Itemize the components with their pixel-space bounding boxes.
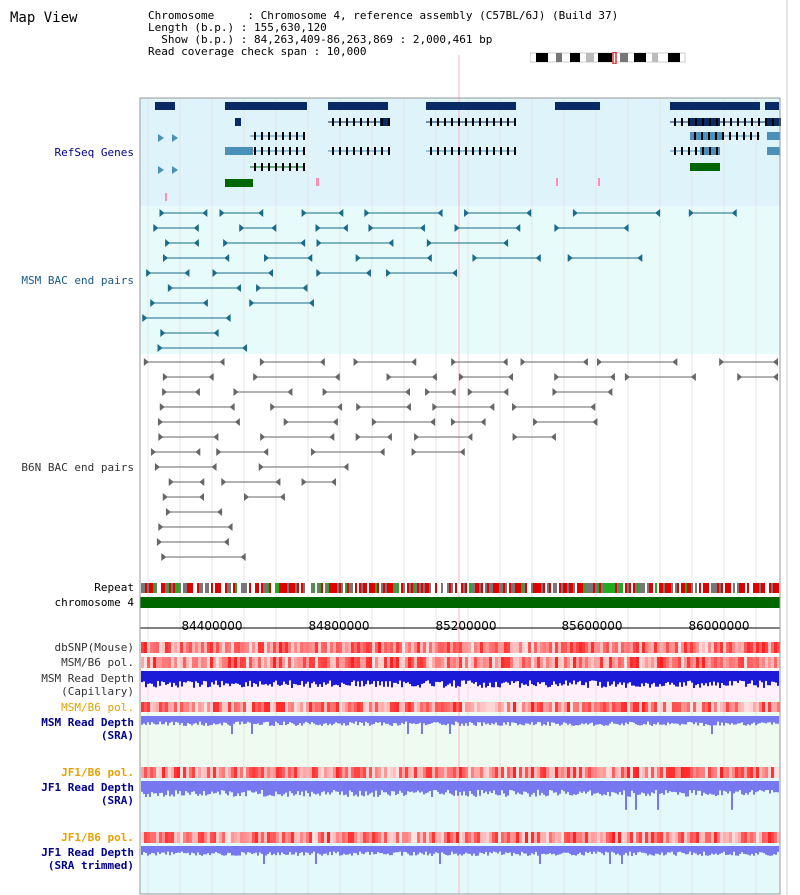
info-show-range: Show (b.p.) : 84,263,409-86,263,869 : 2,… [148, 33, 493, 46]
info-coverage-span: Read coverage check span : 10,000 [148, 45, 367, 58]
label-b6n-bac[interactable]: B6N BAC end pairs [21, 461, 134, 474]
refseq-track[interactable] [155, 102, 781, 201]
label-msm-b6-pol: MSM/B6 pol. [61, 656, 134, 669]
tick-label: 84800000 [308, 619, 369, 633]
label-msm-depth-sra-1: MSM Read Depth [41, 716, 134, 729]
label-jf1-depth-trim-2: (SRA trimmed) [48, 859, 134, 872]
tick-label: 85600000 [561, 619, 622, 633]
label-msm-bac[interactable]: MSM BAC end pairs [21, 274, 134, 287]
tick-label: 86000000 [688, 619, 749, 633]
page-title: Map View [10, 10, 78, 26]
label-msm-b6-pol-2: MSM/B6 pol. [61, 701, 134, 714]
info-length: Length (b.p.) : 155,630,120 [148, 21, 327, 34]
label-msm-depth-cap-1: MSM Read Depth [41, 672, 134, 685]
info-chromosome: Chromosome : Chromosome 4, reference ass… [148, 9, 619, 22]
label-chromosome: chromosome 4 [55, 596, 135, 609]
label-refseq-genes[interactable]: RefSeq Genes [55, 146, 134, 159]
heatmap-tracks [141, 642, 780, 843]
repeat-track [141, 583, 779, 593]
msm-bac-track-bg [140, 206, 780, 354]
label-jf1-depth-sra-2: (SRA) [101, 794, 134, 807]
chromosome-bar [140, 597, 780, 608]
tick-label: 84400000 [181, 619, 242, 633]
b6n-bac-track[interactable] [143, 358, 778, 561]
label-jf1-depth-trim-1: JF1 Read Depth [41, 846, 134, 859]
msm-bac-track[interactable] [142, 209, 737, 352]
chromosome-info: Chromosome : Chromosome 4, reference ass… [148, 10, 618, 58]
label-msm-depth-cap-2: (Capillary) [61, 685, 134, 698]
read-depth-tracks [141, 671, 779, 864]
gridlines [147, 98, 757, 894]
label-jf1-depth-sra-1: JF1 Read Depth [41, 781, 134, 794]
tick-label: 85200000 [435, 619, 496, 633]
label-msm-depth-sra-2: (SRA) [101, 729, 134, 742]
chromosome-ideogram[interactable] [530, 52, 690, 64]
label-jf1-b6-pol: JF1/B6 pol. [61, 766, 134, 779]
label-repeat: Repeat [94, 581, 134, 594]
label-jf1-b6-pol-2: JF1/B6 pol. [61, 831, 134, 844]
viewer-frame [139, 97, 781, 895]
label-dbsnp: dbSNP(Mouse) [55, 641, 134, 654]
position-axis: 84400000 84800000 85200000 85600000 8600… [140, 619, 780, 633]
